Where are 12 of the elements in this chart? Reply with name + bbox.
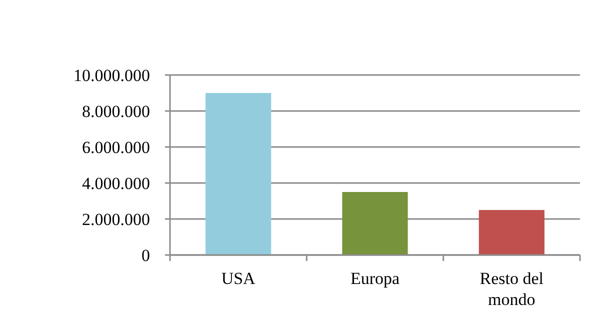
- y-tick-label: 10.000.000: [74, 66, 150, 85]
- x-tick-label: USA: [221, 269, 256, 288]
- bar: [342, 192, 408, 255]
- y-tick-label: 8.000.000: [82, 102, 150, 121]
- y-tick-label: 4.000.000: [82, 174, 150, 193]
- bar: [206, 93, 272, 255]
- y-tick-label: 6.000.000: [82, 138, 150, 157]
- bar: [478, 210, 544, 255]
- x-tick-label: Europa: [350, 269, 400, 288]
- y-tick-label: 0: [142, 246, 150, 265]
- x-tick-label: Resto del mondo: [480, 269, 544, 309]
- y-tick-label: 2.000.000: [82, 210, 150, 229]
